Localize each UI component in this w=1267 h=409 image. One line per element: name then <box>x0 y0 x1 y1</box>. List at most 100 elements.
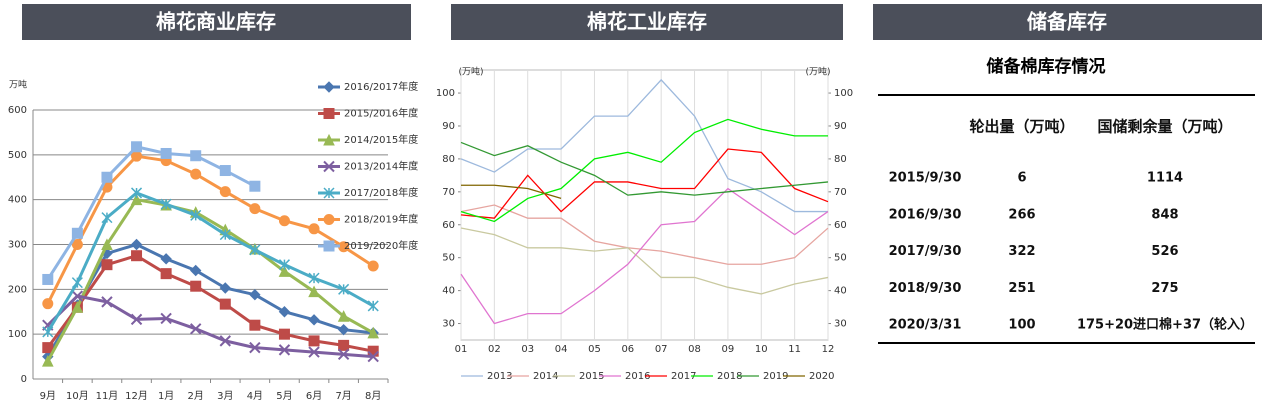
marker <box>71 301 84 313</box>
series-line <box>460 227 829 295</box>
marker <box>337 348 350 361</box>
x-tick-label: 01 <box>455 344 468 355</box>
y-tick-label: 0 <box>21 374 27 385</box>
y-tick-label: 400 <box>8 195 27 206</box>
y2-tick-label: 100 <box>834 88 853 99</box>
marker <box>71 239 83 250</box>
legend-label: 2014/2015年度 <box>344 133 418 146</box>
x-tick-label: 12 <box>822 344 835 355</box>
series-line <box>46 154 375 305</box>
marker <box>278 265 291 277</box>
x-tick-label: 4月 <box>247 390 263 402</box>
x-tick-label: 10月 <box>66 390 89 402</box>
marker <box>249 319 261 331</box>
panel-header <box>451 4 843 40</box>
marker <box>101 259 113 271</box>
marker <box>367 326 380 339</box>
marker <box>249 289 261 301</box>
legend-label: 2016 <box>625 371 650 382</box>
x-tick-label: 07 <box>655 344 668 355</box>
series-line <box>460 204 829 265</box>
marker <box>323 108 335 119</box>
marker <box>337 310 350 322</box>
y2-tick-label: 90 <box>834 121 847 132</box>
chart-title: 棉花商业库存 <box>156 10 276 34</box>
marker <box>71 227 83 239</box>
series-line <box>460 148 829 219</box>
marker <box>249 203 261 215</box>
marker <box>249 244 261 256</box>
marker <box>190 264 202 277</box>
table-cell: 175+20进口棉+37（轮入） <box>1077 317 1253 333</box>
marker <box>160 147 172 159</box>
table-cell: 251 <box>1008 281 1035 296</box>
marker <box>101 171 113 183</box>
x-tick-label: 04 <box>555 344 568 355</box>
series-line <box>460 118 828 223</box>
marker <box>42 273 54 285</box>
x-tick-label: 06 <box>621 344 634 355</box>
x-tick-label: 11月 <box>96 390 119 402</box>
marker <box>308 272 320 284</box>
table-cell: 2015/9/30 <box>889 171 962 186</box>
marker <box>190 168 202 180</box>
marker <box>131 141 143 153</box>
y2-axis-label: (万吨) <box>805 66 830 78</box>
table-cell: 322 <box>1008 244 1035 259</box>
marker <box>160 253 172 265</box>
marker <box>249 180 261 192</box>
legend-label: 2019/2020年度 <box>344 239 418 252</box>
legend-label: 2015/2016年度 <box>344 107 418 120</box>
x-tick-label: 03 <box>521 344 534 355</box>
marker <box>42 298 54 310</box>
marker <box>101 238 113 250</box>
marker <box>190 323 202 335</box>
marker <box>219 186 231 198</box>
marker <box>323 81 335 93</box>
marker <box>160 312 172 325</box>
table-cell: 2018/9/30 <box>889 281 962 296</box>
y-tick-label: 90 <box>442 121 455 132</box>
marker <box>308 285 320 298</box>
x-tick-label: 9月 <box>40 390 56 402</box>
y-tick-label: 300 <box>8 240 27 251</box>
marker <box>160 198 172 210</box>
y2-tick-label: 50 <box>834 253 847 264</box>
marker <box>131 150 143 162</box>
marker <box>190 280 202 292</box>
marker <box>130 313 143 326</box>
table-cell: 100 <box>1008 318 1035 333</box>
y-tick-label: 600 <box>8 105 27 116</box>
marker <box>308 314 320 326</box>
table-title: 储备棉库存情况 <box>987 56 1106 77</box>
marker <box>278 259 290 271</box>
series-line <box>460 187 829 325</box>
table-cell: 1114 <box>1147 171 1183 186</box>
table-cell: 848 <box>1151 207 1178 222</box>
legend-label: 2015 <box>579 371 604 382</box>
marker <box>323 160 335 173</box>
marker <box>219 335 231 347</box>
x-tick-label: 5月 <box>276 390 292 402</box>
y-axis-label: (万吨) <box>458 66 483 78</box>
y-tick-label: 100 <box>436 88 455 99</box>
series-line <box>460 78 828 213</box>
x-tick-label: 11 <box>788 344 801 355</box>
marker <box>308 223 320 235</box>
legend-label: 2017 <box>671 371 696 382</box>
marker <box>219 229 231 241</box>
x-tick-label: 6月 <box>306 390 322 402</box>
y2-tick-label: 60 <box>834 220 847 231</box>
marker <box>219 165 231 177</box>
marker <box>323 133 335 146</box>
plot-frame <box>460 69 829 341</box>
table-cell: 275 <box>1151 281 1178 296</box>
x-tick-label: 09 <box>722 344 735 355</box>
marker <box>323 240 335 252</box>
y2-tick-label: 30 <box>834 319 847 330</box>
table-cell: 2016/9/30 <box>889 207 962 222</box>
marker <box>71 290 84 302</box>
y2-tick-label: 80 <box>834 154 847 165</box>
series-line <box>46 191 374 333</box>
series-line <box>461 184 562 200</box>
